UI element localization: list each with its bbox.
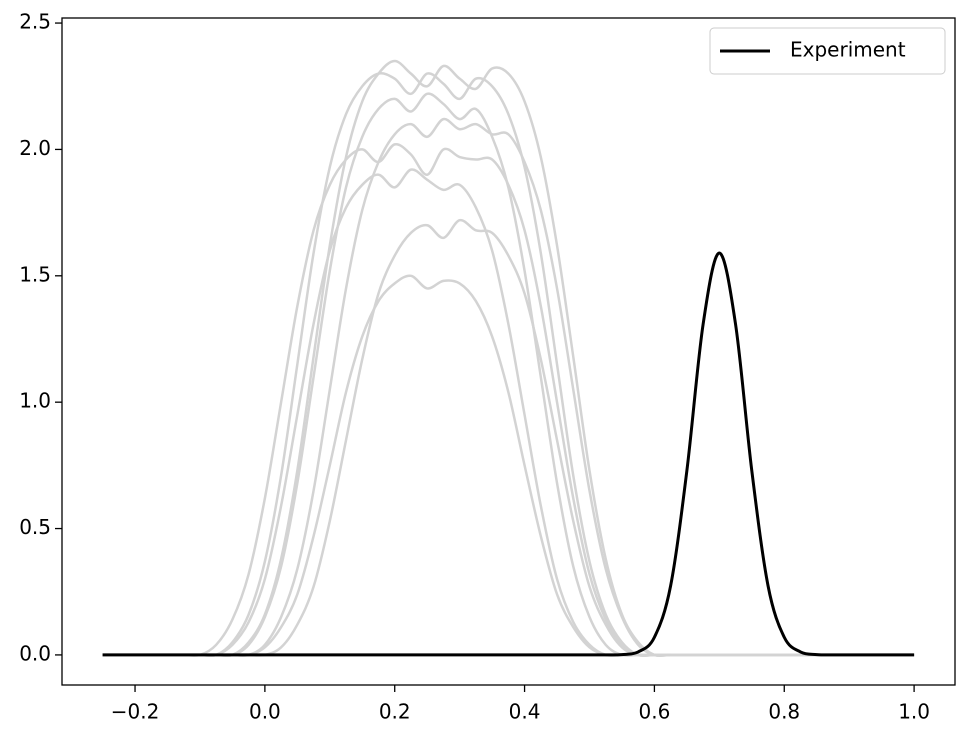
line-series [102, 218, 915, 657]
line-series [102, 59, 915, 658]
x-tick-label: 0.2 [379, 700, 411, 724]
line-series [102, 92, 915, 657]
line-series [102, 72, 915, 658]
x-tick-label: 0.0 [249, 700, 281, 724]
axes-frame [61, 17, 956, 686]
x-tick-label: 0.6 [639, 700, 671, 724]
x-tick-label: 0.4 [509, 700, 541, 724]
y-tick-label: 1.5 [19, 262, 51, 286]
x-tick-label: 1.0 [898, 700, 930, 724]
x-tick-label: 0.8 [768, 700, 800, 724]
legend-box [709, 27, 946, 75]
line-series [102, 251, 915, 657]
y-tick-label: 2.5 [19, 10, 51, 34]
y-tick-label: 2.0 [19, 136, 51, 160]
line-series [102, 168, 915, 657]
y-tick-label: 0.0 [19, 641, 51, 665]
line-series [102, 142, 915, 657]
y-tick-label: 0.5 [19, 515, 51, 539]
x-tick-label: −0.2 [111, 700, 160, 724]
legend-label: Experiment [790, 38, 906, 62]
line-series [102, 274, 915, 657]
y-tick-label: 1.0 [19, 389, 51, 413]
